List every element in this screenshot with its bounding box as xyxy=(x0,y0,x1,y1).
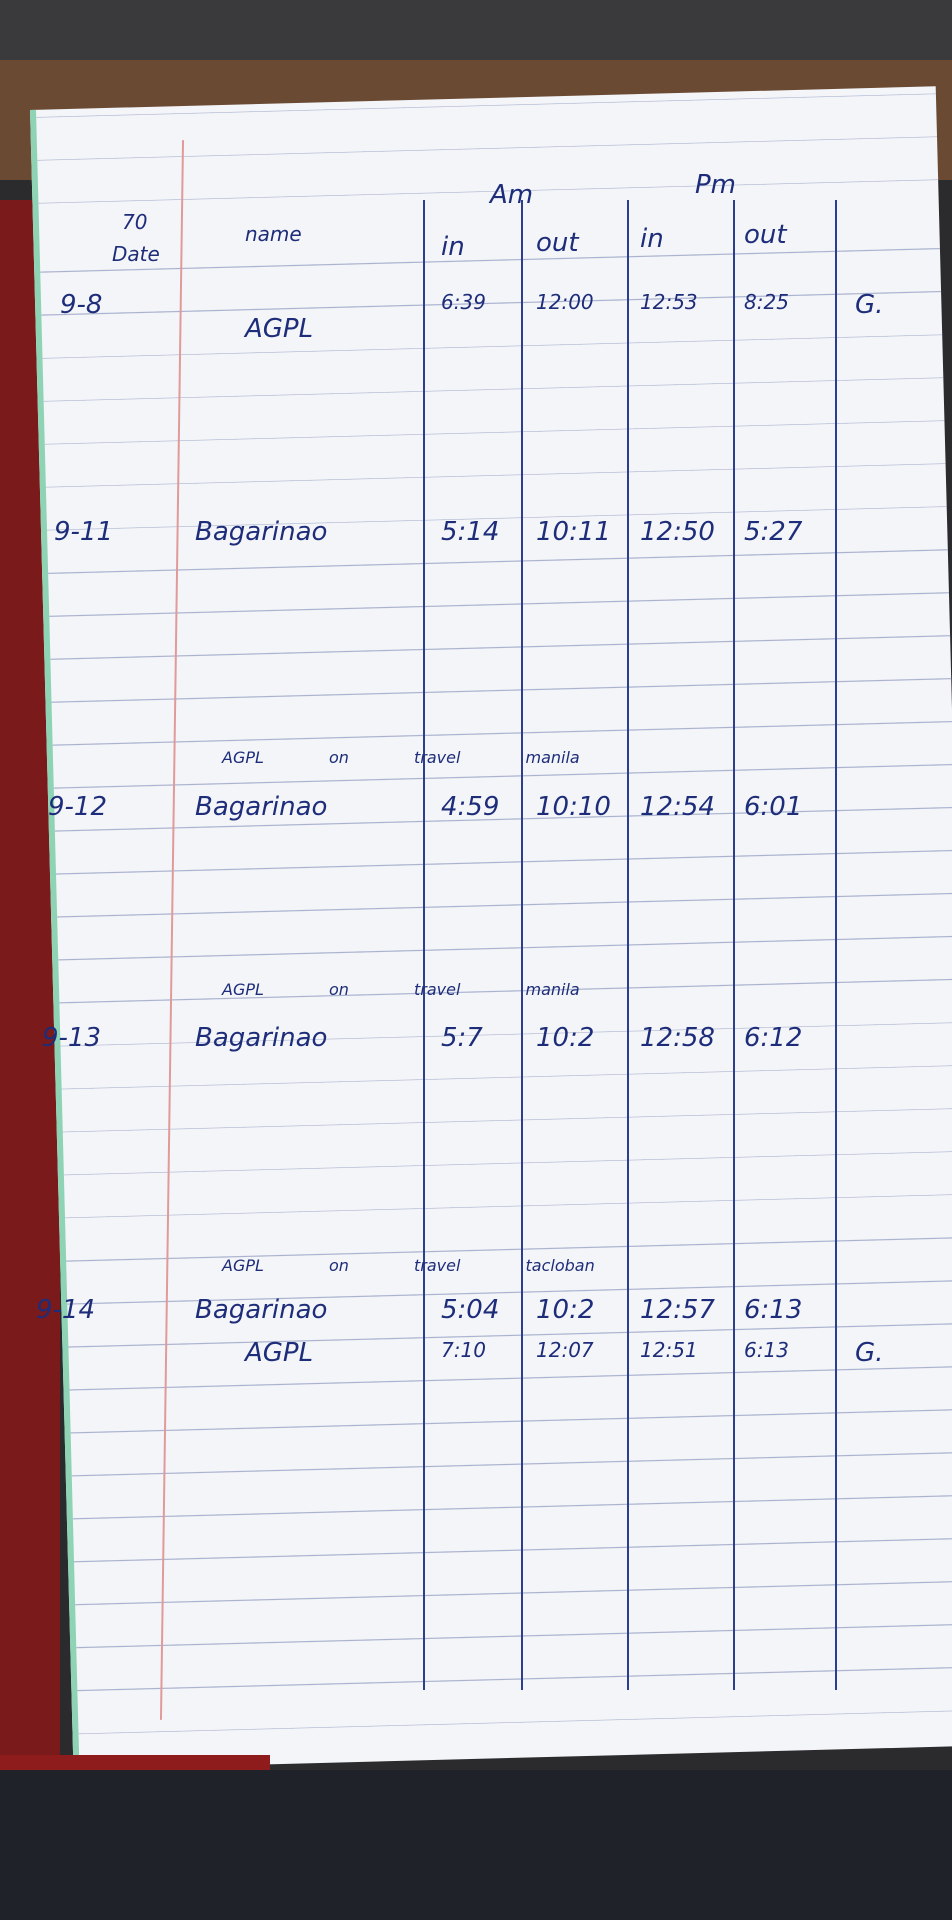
table-surface xyxy=(0,1770,952,1920)
time: 12:58 xyxy=(640,1023,715,1053)
header-pm: Pm xyxy=(695,170,737,200)
entry-name: AGPL xyxy=(245,314,314,344)
header-column: out xyxy=(744,220,787,250)
time: 5:14 xyxy=(441,517,500,547)
column-line xyxy=(521,200,523,1690)
time: 4:59 xyxy=(441,792,500,822)
laptop-edge xyxy=(0,0,952,60)
note: AGPL on travel manila xyxy=(222,748,580,767)
header-name: name xyxy=(245,222,302,246)
header-date: Date xyxy=(112,242,160,266)
time: 6:12 xyxy=(744,1023,803,1053)
time: 5:04 xyxy=(441,1295,500,1325)
time: 10:2 xyxy=(536,1023,595,1053)
signature: G. xyxy=(855,290,884,320)
time: 10:11 xyxy=(536,517,611,547)
column-line xyxy=(733,200,735,1690)
entry-date: 9-8 xyxy=(60,290,103,320)
header-am: Am xyxy=(490,180,534,210)
time: 6:39 xyxy=(441,290,486,314)
header-column: in xyxy=(640,224,664,254)
time: 8:25 xyxy=(744,290,789,314)
entry-name: Bagarinao xyxy=(195,1295,328,1325)
entry-date: 9-12 xyxy=(48,792,108,822)
header-column: out xyxy=(536,228,579,258)
signature: G. xyxy=(855,1338,884,1368)
time: 12:53 xyxy=(640,290,698,314)
entry-date: 9-14 xyxy=(36,1295,96,1325)
time: 12:50 xyxy=(640,517,715,547)
paper xyxy=(30,86,952,1770)
time: 7:10 xyxy=(441,1338,486,1362)
time: 12:07 xyxy=(536,1338,594,1362)
note: AGPL on travel manila xyxy=(222,980,580,999)
time: 5:7 xyxy=(441,1023,483,1053)
header-column: in xyxy=(441,232,465,262)
time: 12:54 xyxy=(640,792,715,822)
time: 6:01 xyxy=(744,792,803,822)
column-line xyxy=(835,200,837,1690)
time: 12:00 xyxy=(536,290,594,314)
entry-name: Bagarinao xyxy=(195,792,328,822)
column-line xyxy=(627,200,629,1690)
time: 6:13 xyxy=(744,1338,789,1362)
entry-name: Bagarinao xyxy=(195,1023,328,1053)
time: 5:27 xyxy=(744,517,803,547)
entry-date: 9-13 xyxy=(42,1023,102,1053)
entry-date: 9-11 xyxy=(54,517,114,547)
time: 12:51 xyxy=(640,1338,698,1362)
time: 6:13 xyxy=(744,1295,803,1325)
entry-name: Bagarinao xyxy=(195,517,328,547)
note: AGPL on travel tacloban xyxy=(222,1256,595,1275)
column-line xyxy=(423,200,425,1690)
entry-name: AGPL xyxy=(245,1338,314,1368)
time: 10:10 xyxy=(536,792,611,822)
page-number: 70 xyxy=(122,210,148,234)
time: 12:57 xyxy=(640,1295,715,1325)
time: 10:2 xyxy=(536,1295,595,1325)
